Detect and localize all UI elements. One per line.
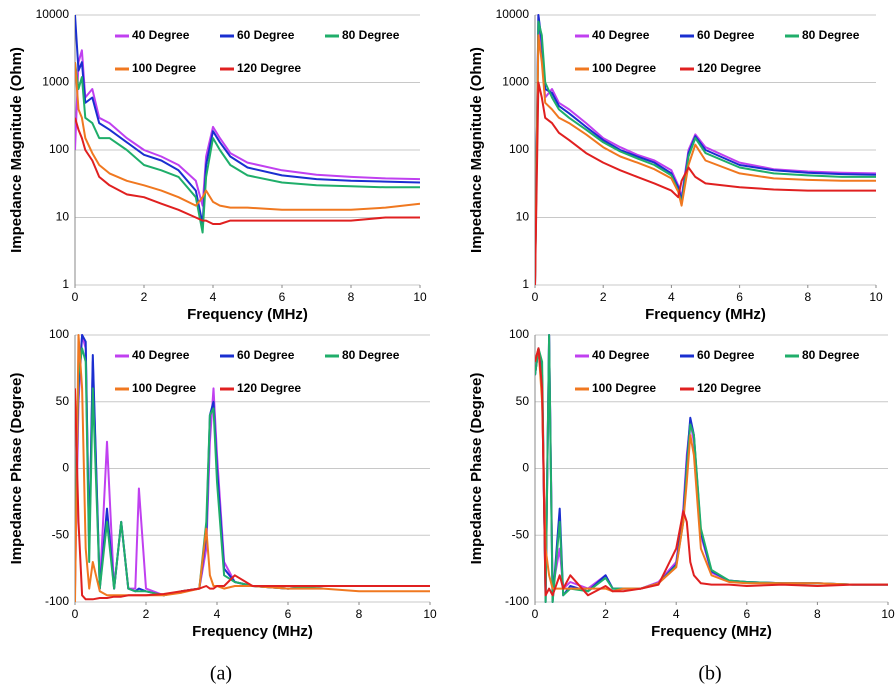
x-tick-label: 10 [413, 290, 427, 304]
y-tick-label: 1000 [502, 75, 529, 89]
x-tick-label: 0 [532, 290, 539, 304]
x-tick-label: 6 [279, 290, 286, 304]
plot-lines [535, 14, 876, 286]
x-tick-label: 0 [72, 290, 79, 304]
y-tick-label: 100 [49, 327, 69, 341]
legend-label: 80 Degree [802, 28, 860, 42]
y-tick-label: 0 [522, 461, 529, 475]
series-line [535, 334, 888, 590]
x-tick-label: 2 [602, 607, 609, 621]
y-tick-label: -100 [505, 594, 529, 608]
x-axis-label: Frequency (MHz) [651, 623, 772, 640]
legend-label: 80 Degree [342, 28, 400, 42]
x-tick-label: 4 [673, 607, 680, 621]
y-tick-label: 0 [62, 461, 69, 475]
x-axis-label: Frequency (MHz) [187, 306, 308, 323]
y-tick-label: 1 [522, 277, 529, 291]
y-tick-label: 100 [49, 142, 69, 156]
y-tick-label: 50 [56, 394, 70, 408]
x-axis-label: Frequency (MHz) [645, 306, 766, 323]
x-tick-label: 4 [668, 290, 675, 304]
legend-label: 100 Degree [592, 61, 656, 75]
y-axis-label: Impedance Magnitude (Ohm) [8, 47, 25, 253]
caption: (b) [698, 663, 721, 685]
y-tick-label: 1 [62, 277, 69, 291]
legend-label: 100 Degree [132, 381, 196, 395]
legend-label: 120 Degree [237, 381, 301, 395]
x-tick-label: 4 [214, 607, 221, 621]
y-tick-label: -50 [512, 527, 530, 541]
x-tick-label: 8 [814, 607, 821, 621]
x-tick-label: 4 [210, 290, 217, 304]
x-tick-label: 2 [600, 290, 607, 304]
legend-label: 120 Degree [697, 61, 761, 75]
legend-label: 60 Degree [237, 348, 295, 362]
x-tick-label: 0 [532, 607, 539, 621]
plot-lines [75, 14, 420, 234]
series-line [75, 117, 420, 225]
x-tick-label: 6 [743, 607, 750, 621]
series-line [75, 334, 430, 597]
y-axis-label: Impedance Magnitude (Ohm) [468, 47, 485, 253]
series-line [535, 347, 888, 597]
legend-label: 40 Degree [132, 348, 190, 362]
x-tick-label: 10 [423, 607, 437, 621]
x-axis-label: Frequency (MHz) [192, 623, 313, 640]
legend-label: 120 Degree [237, 61, 301, 75]
legend-label: 80 Degree [802, 348, 860, 362]
y-tick-label: 10 [56, 210, 70, 224]
y-tick-label: -100 [45, 594, 69, 608]
y-tick-label: 1000 [42, 75, 69, 89]
y-tick-label: 10000 [496, 7, 530, 21]
series-line [75, 388, 430, 601]
legend-label: 120 Degree [697, 381, 761, 395]
y-tick-label: 100 [509, 327, 529, 341]
legend-label: 80 Degree [342, 348, 400, 362]
y-tick-label: -50 [52, 527, 70, 541]
caption: (a) [210, 663, 232, 685]
series-line [75, 334, 430, 597]
x-tick-label: 6 [285, 607, 292, 621]
series-line [75, 62, 420, 234]
legend-label: 60 Degree [697, 348, 755, 362]
legend-label: 40 Degree [592, 348, 650, 362]
legend-label: 60 Degree [697, 28, 755, 42]
legend-label: 40 Degree [592, 28, 650, 42]
x-tick-label: 8 [356, 607, 363, 621]
plot-lines [75, 334, 430, 603]
y-axis-label: Impedance Phase (Degree) [8, 373, 25, 565]
y-axis-label: Impedance Phase (Degree) [468, 373, 485, 565]
series-line [75, 62, 420, 211]
x-tick-label: 8 [348, 290, 355, 304]
series-line [75, 14, 420, 225]
x-tick-label: 10 [881, 607, 895, 621]
legend-label: 60 Degree [237, 28, 295, 42]
x-tick-label: 2 [141, 290, 148, 304]
x-tick-label: 10 [869, 290, 883, 304]
series-line [535, 34, 876, 286]
y-tick-label: 10000 [36, 7, 70, 21]
x-tick-label: 6 [736, 290, 743, 304]
legend-label: 100 Degree [592, 381, 656, 395]
y-tick-label: 10 [516, 210, 530, 224]
x-tick-label: 0 [72, 607, 79, 621]
series-line [535, 20, 876, 286]
series-line [535, 81, 876, 286]
y-tick-label: 100 [509, 142, 529, 156]
y-tick-label: 50 [516, 394, 530, 408]
legend-label: 100 Degree [132, 61, 196, 75]
x-tick-label: 8 [804, 290, 811, 304]
legend-label: 40 Degree [132, 28, 190, 42]
plot-lines [535, 334, 888, 603]
x-tick-label: 2 [143, 607, 150, 621]
series-line [75, 49, 420, 207]
